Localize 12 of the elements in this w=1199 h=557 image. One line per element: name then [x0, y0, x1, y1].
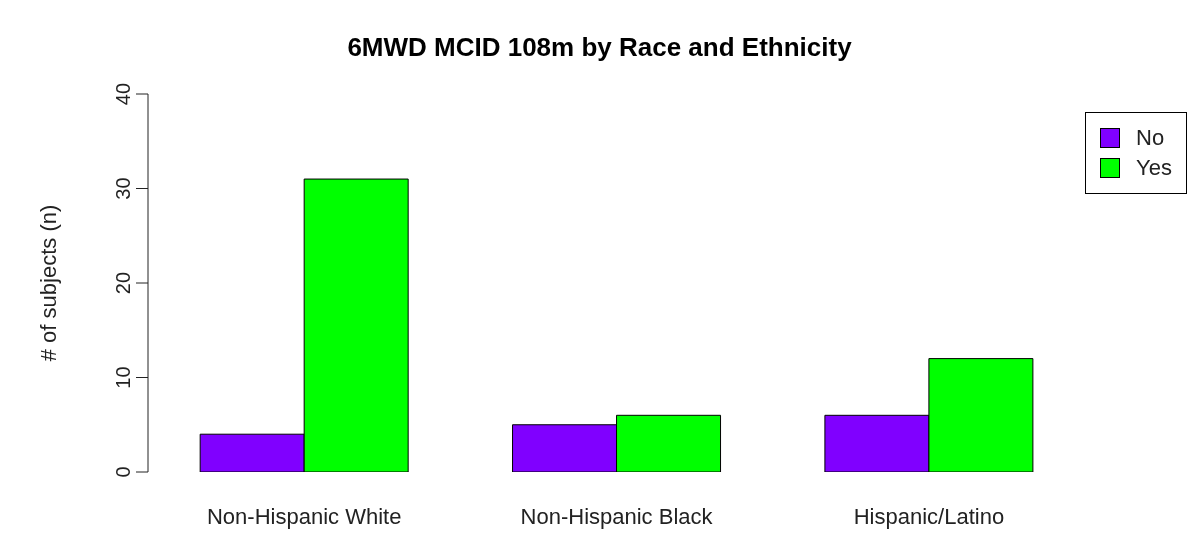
y-tick-label: 20 [112, 271, 134, 295]
y-tick-label: 0 [112, 466, 134, 478]
x-tick-label: Hispanic/Latino [853, 503, 1005, 529]
x-tick-label: Non-Hispanic Black [520, 503, 714, 529]
chart-title: 6MWD MCID 108m by Race and Ethnicity [346, 32, 853, 64]
legend-label: Yes [1136, 154, 1172, 182]
y-axis-title: # of subjects (n) [35, 204, 61, 362]
y-tick-label: 30 [112, 177, 134, 200]
x-tick-label: Non-Hispanic White [206, 503, 402, 529]
y-tick-label: 10 [112, 366, 134, 389]
y-tick-label: 40 [112, 82, 134, 106]
legend-label: No [1136, 124, 1165, 152]
